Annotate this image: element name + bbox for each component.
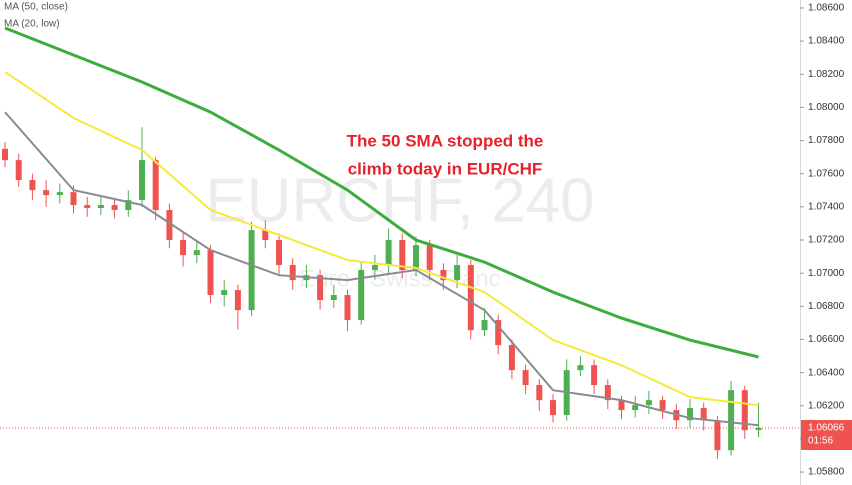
moving-average-line <box>4 71 759 407</box>
candle-body <box>591 365 598 386</box>
candle-body <box>43 190 50 196</box>
candle-body <box>371 265 378 271</box>
y-tick-label: 1.08200 <box>808 69 845 80</box>
candle-body <box>550 400 556 416</box>
candle-body <box>207 250 214 296</box>
candle-body <box>604 385 611 401</box>
candle-body <box>248 230 255 311</box>
candle-body <box>234 290 241 311</box>
candle-body <box>221 290 228 296</box>
candle-body <box>56 192 63 196</box>
countdown-label: 01:56 <box>808 436 833 447</box>
candle-body <box>166 210 173 241</box>
candle-body <box>399 240 406 271</box>
candle-body <box>426 245 433 271</box>
moving-average-line <box>4 111 759 427</box>
candle-body <box>15 160 22 181</box>
y-tick-label: 1.08000 <box>808 102 845 113</box>
last-price-label: 1.06066 <box>808 423 845 434</box>
candle-body <box>659 400 666 411</box>
candle-body <box>508 345 515 371</box>
candle-body <box>714 420 721 451</box>
moving-average-line <box>4 26 759 359</box>
candle-body <box>152 160 159 211</box>
last-price-box <box>801 419 852 450</box>
candle-body <box>29 180 36 191</box>
candle-body <box>413 245 419 271</box>
y-tick-label: 1.08600 <box>808 3 845 14</box>
y-tick-label: 1.06400 <box>808 367 845 378</box>
candle-body <box>330 295 337 301</box>
candle-body <box>193 250 200 256</box>
y-tick-label: 1.05800 <box>808 467 845 478</box>
watermark: EURCHF, 240 <box>205 166 594 235</box>
candle-body <box>687 408 693 421</box>
y-tick-label: 1.07400 <box>808 202 845 213</box>
candle-body <box>70 192 77 206</box>
candle-body <box>618 400 625 411</box>
candle-body <box>97 205 104 209</box>
candle-body <box>317 275 324 301</box>
y-tick-label: 1.07600 <box>808 168 845 179</box>
candle-body <box>385 240 392 266</box>
candle-body <box>632 405 639 411</box>
candle-body <box>180 240 187 256</box>
candle-body <box>536 385 543 401</box>
candle-body <box>358 270 365 321</box>
candle-body <box>289 265 296 281</box>
candle-body <box>276 240 282 266</box>
candle-body <box>481 320 488 331</box>
candle-body <box>125 200 132 211</box>
candle-body <box>522 370 529 386</box>
candle-body <box>139 160 145 201</box>
candle-body <box>84 205 91 209</box>
candle-body <box>700 408 707 421</box>
candle-body <box>440 270 447 281</box>
y-tick-label: 1.06600 <box>808 334 845 345</box>
annotation: climb today in EUR/CHF <box>348 159 543 178</box>
y-tick-label: 1.07000 <box>808 268 845 279</box>
y-tick-label: 1.06800 <box>808 301 845 312</box>
candle-body <box>755 427 762 431</box>
plot <box>2 26 762 459</box>
candle-body <box>495 320 502 346</box>
y-tick-label: 1.07800 <box>808 135 845 146</box>
annotation: The 50 SMA stopped the <box>347 131 544 150</box>
candle-body <box>577 365 584 371</box>
candle-body <box>741 390 748 431</box>
y-tick-label: 1.06200 <box>808 400 845 411</box>
y-tick-label: 1.07200 <box>808 235 845 246</box>
y-tick-label: 1.08400 <box>808 36 845 47</box>
candle-body <box>344 295 351 321</box>
candle-body <box>467 265 474 331</box>
candle-body <box>111 205 118 211</box>
legend-entry: MA (50, close) <box>4 2 68 13</box>
candle-body <box>645 400 652 406</box>
legend-entry: MA (20, low) <box>4 19 60 30</box>
candle-body <box>262 230 269 241</box>
candle-body <box>454 265 461 281</box>
candle-body <box>2 148 8 161</box>
candle-body <box>728 390 735 451</box>
